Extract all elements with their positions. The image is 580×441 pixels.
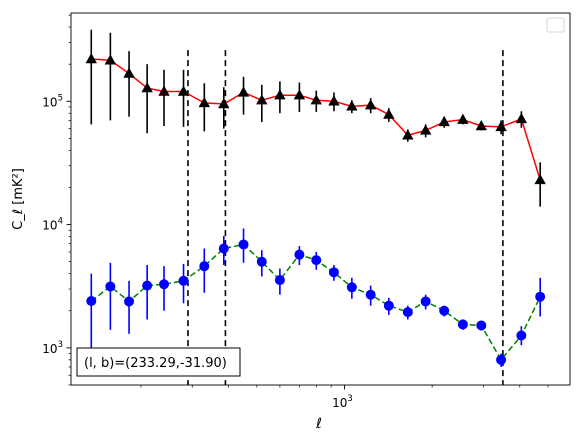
data-point (365, 289, 376, 300)
data-point (274, 89, 286, 100)
data-point (419, 124, 432, 135)
data-point (383, 108, 395, 119)
data-point (218, 98, 230, 109)
x-tick-label: 103 (332, 394, 353, 410)
annotation-box: (l, b)=(233.29,-31.90) (76, 347, 241, 377)
data-point (439, 305, 450, 316)
data-point (158, 85, 170, 96)
data-point (475, 120, 487, 131)
legend-box (546, 17, 565, 33)
data-point (383, 300, 394, 311)
data-point (328, 95, 340, 106)
plot-frame (70, 12, 571, 386)
data-point (457, 319, 468, 330)
data-point (310, 94, 322, 105)
data-point (256, 94, 268, 105)
data-point (476, 320, 487, 331)
data-point (178, 275, 189, 286)
data-point (198, 96, 210, 108)
data-point (294, 249, 305, 260)
data-point (199, 261, 210, 272)
data-point (123, 67, 135, 78)
series-line (91, 58, 541, 181)
annotation-text: (l, b)=(233.29,-31.90) (84, 356, 227, 371)
data-point (457, 113, 469, 124)
data-point (535, 291, 546, 302)
data-point (438, 115, 450, 127)
data-point (496, 354, 507, 365)
series-2 (86, 228, 546, 367)
data-point (85, 53, 97, 64)
data-point (159, 279, 170, 290)
y-axis-label: C_ℓ [mK²] (11, 168, 26, 230)
data-point (124, 296, 135, 307)
data-point (346, 100, 358, 111)
y-tick-label: 103 (42, 340, 63, 356)
data-point (218, 243, 229, 254)
y-tick-label: 105 (42, 93, 63, 109)
data-point (105, 281, 116, 292)
data-point (420, 296, 431, 307)
data-point (141, 82, 153, 93)
data-point (177, 85, 190, 96)
data-point (495, 120, 507, 132)
data-point (293, 89, 306, 100)
data-point (402, 129, 414, 140)
data-point (516, 330, 527, 341)
data-point (237, 86, 250, 97)
data-point (346, 282, 357, 293)
data-point (328, 267, 339, 278)
data-point (311, 255, 322, 266)
data-point (86, 296, 97, 307)
x-axis-label: ℓ (315, 416, 322, 432)
data-point (256, 256, 267, 267)
data-point (402, 307, 413, 318)
data-point (515, 112, 528, 124)
data-point (104, 54, 117, 65)
y-tick-label: 104 (42, 217, 63, 233)
data-point (238, 239, 249, 250)
data-point (142, 280, 153, 291)
data-point (364, 99, 377, 110)
data-point (534, 173, 546, 185)
series-1 (85, 29, 546, 207)
data-point (274, 275, 285, 286)
